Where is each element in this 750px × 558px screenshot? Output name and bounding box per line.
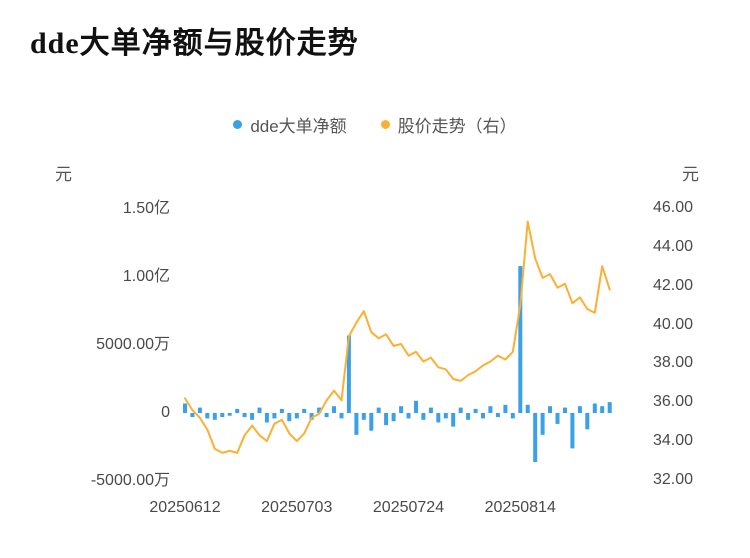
bar <box>257 407 262 413</box>
bar <box>540 413 545 435</box>
y-axis-left-tick: 1.50亿 <box>122 200 170 217</box>
bar <box>317 407 322 413</box>
bar <box>488 406 493 413</box>
bar <box>279 408 284 413</box>
x-axis-tick: 20250724 <box>372 499 445 516</box>
y-axis-left-tick: 1.00亿 <box>122 268 170 285</box>
legend-label-price-trend: 股价走势（右） <box>397 117 517 136</box>
page-title: dde大单净额与股价走势 <box>30 27 359 60</box>
bar <box>414 400 418 413</box>
bar <box>421 413 426 420</box>
y-axis-right-tick: 44.00 <box>653 237 694 255</box>
bar <box>585 413 590 430</box>
y-axis-right-tick: 34.00 <box>653 432 694 450</box>
bar <box>332 406 336 413</box>
legend-item-price-trend[interactable]: 股价走势（右） <box>380 112 517 137</box>
bar <box>533 413 538 462</box>
bar <box>607 402 612 413</box>
bar <box>227 413 232 416</box>
bar <box>466 413 471 420</box>
bar <box>555 413 560 424</box>
x-axis-tick: 20250612 <box>149 499 221 516</box>
y-axis-left-tick: -5000.00万 <box>90 472 170 489</box>
bar <box>458 407 463 413</box>
bar <box>451 413 456 427</box>
bar <box>369 413 374 431</box>
bar <box>510 413 515 419</box>
bar <box>242 413 247 418</box>
legend-item-dde-net[interactable]: dde大单净额 <box>233 112 347 137</box>
bar <box>294 413 299 419</box>
bar <box>205 413 210 419</box>
x-axis-tick: 20250703 <box>261 499 333 516</box>
bar <box>361 413 366 420</box>
bar <box>324 413 329 418</box>
bar <box>302 408 307 413</box>
bar <box>272 413 277 419</box>
bar <box>339 413 344 419</box>
left-axis-unit: 元 <box>55 165 72 184</box>
bar <box>309 413 314 420</box>
bar <box>577 406 582 413</box>
bar <box>197 407 202 413</box>
bar <box>220 413 225 418</box>
price-line <box>184 220 611 454</box>
bar <box>563 407 567 413</box>
bar <box>183 403 187 413</box>
bar <box>384 413 389 426</box>
bar <box>503 404 508 413</box>
bar <box>495 413 500 418</box>
bar <box>406 413 411 419</box>
bar <box>428 407 433 413</box>
y-axis-right-tick: 40.00 <box>653 315 694 333</box>
bar <box>525 404 530 413</box>
bar <box>190 413 195 418</box>
bar <box>399 406 404 413</box>
y-axis-right-tick: 42.00 <box>653 276 694 294</box>
bar <box>548 406 552 413</box>
y-axis-right-tick: 32.00 <box>653 471 694 488</box>
bar <box>592 403 597 413</box>
right-axis-unit: 元 <box>682 165 699 184</box>
bar <box>473 408 478 413</box>
bar <box>481 413 485 419</box>
bar <box>436 413 441 423</box>
bar <box>264 413 269 423</box>
bar <box>287 413 292 422</box>
bar <box>212 413 217 420</box>
bar <box>391 413 396 422</box>
bar <box>354 413 359 435</box>
bar <box>376 407 381 413</box>
y-axis-right-tick: 36.00 <box>653 393 694 411</box>
bar <box>518 266 523 413</box>
y-axis-right-tick: 46.00 <box>653 199 694 216</box>
bar <box>600 406 605 413</box>
bar <box>346 335 351 413</box>
bar <box>443 413 448 419</box>
legend-label-dde-net: dde大单净额 <box>250 117 347 136</box>
bar <box>570 413 575 449</box>
legend: dde大单净额 股价走势（右） <box>0 112 750 137</box>
legend-dot-blue-icon <box>233 120 243 129</box>
legend-dot-orange-icon <box>380 120 390 129</box>
y-axis-left-tick: 5000.00万 <box>96 336 170 353</box>
y-axis-left-tick: 0 <box>161 404 170 421</box>
bar-series-dde-net <box>183 266 612 462</box>
bar <box>235 408 240 413</box>
x-axis-tick: 20250814 <box>484 499 556 516</box>
bar <box>250 413 255 420</box>
y-axis-right-tick: 38.00 <box>653 354 694 372</box>
